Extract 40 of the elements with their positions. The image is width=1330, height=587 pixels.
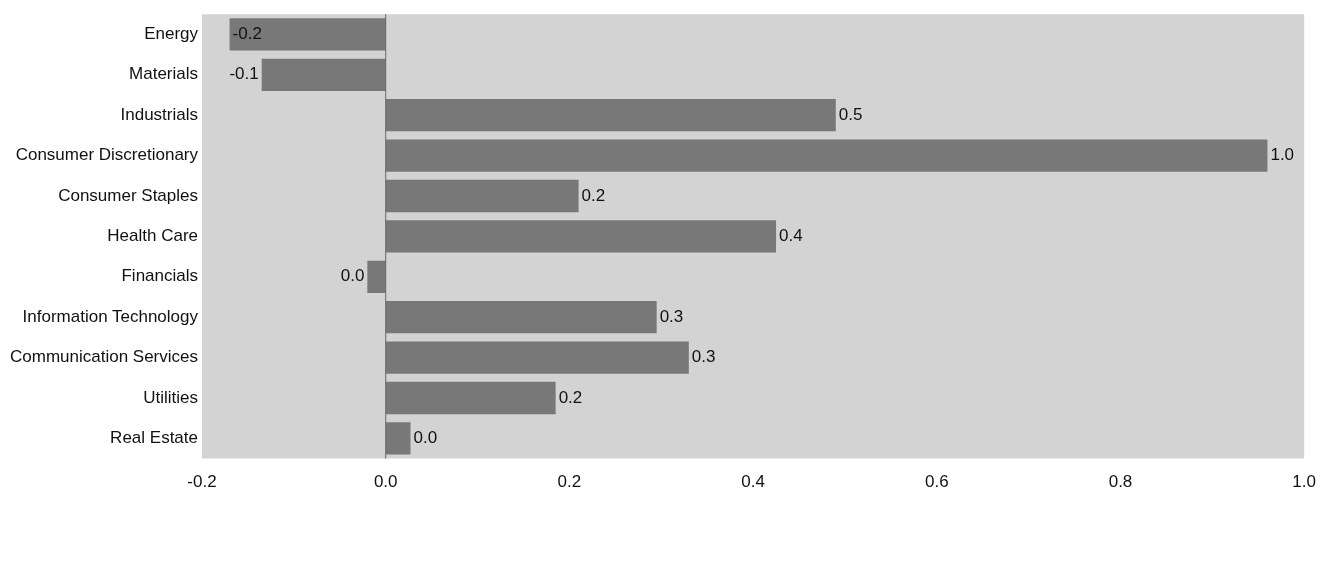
bar [385, 220, 777, 253]
x-tick-label: 1.0 [1292, 472, 1316, 492]
data-label: -0.1 [229, 64, 259, 84]
y-tick-label: Communication Services [10, 347, 199, 367]
y-tick-label: Financials [121, 266, 199, 286]
bar [385, 139, 1268, 172]
y-tick-label: Energy [144, 24, 199, 44]
bar [261, 58, 386, 91]
data-label: 0.0 [340, 266, 365, 286]
data-label: 0.3 [659, 306, 684, 326]
bar [385, 99, 836, 132]
y-tick-label: Health Care [107, 226, 199, 246]
x-tick-label: 0.6 [924, 472, 949, 492]
y-tick-label: Consumer Discretionary [15, 145, 199, 165]
x-tick-label: 0.2 [557, 472, 582, 492]
y-tick-label: Industrials [120, 104, 199, 124]
y-tick-label: Consumer Staples [58, 185, 199, 205]
x-tick-label: 0.4 [741, 472, 765, 492]
bar [367, 260, 386, 293]
data-label: 0.2 [581, 185, 606, 205]
x-tick-label: 0.8 [1108, 472, 1133, 492]
data-label: 0.0 [413, 428, 438, 448]
y-tick-label: Materials [129, 64, 199, 84]
bar [385, 422, 411, 455]
bar [385, 381, 556, 415]
data-label: 0.3 [691, 347, 716, 367]
y-tick-label: Utilities [143, 387, 199, 407]
bar [385, 341, 689, 374]
y-tick-label: Real Estate [110, 428, 199, 448]
x-tick-label: -0.2 [187, 472, 217, 492]
data-label: 0.4 [779, 226, 803, 246]
data-label: -0.2 [232, 24, 262, 44]
bar [385, 179, 579, 213]
y-tick-label: Information Technology [22, 306, 199, 326]
data-label: 0.5 [838, 104, 863, 124]
x-tick-label: 0.0 [373, 472, 398, 492]
bar [229, 18, 386, 51]
data-label: 0.2 [558, 387, 583, 407]
data-label: 1.0 [1270, 145, 1295, 165]
bar [385, 301, 657, 334]
